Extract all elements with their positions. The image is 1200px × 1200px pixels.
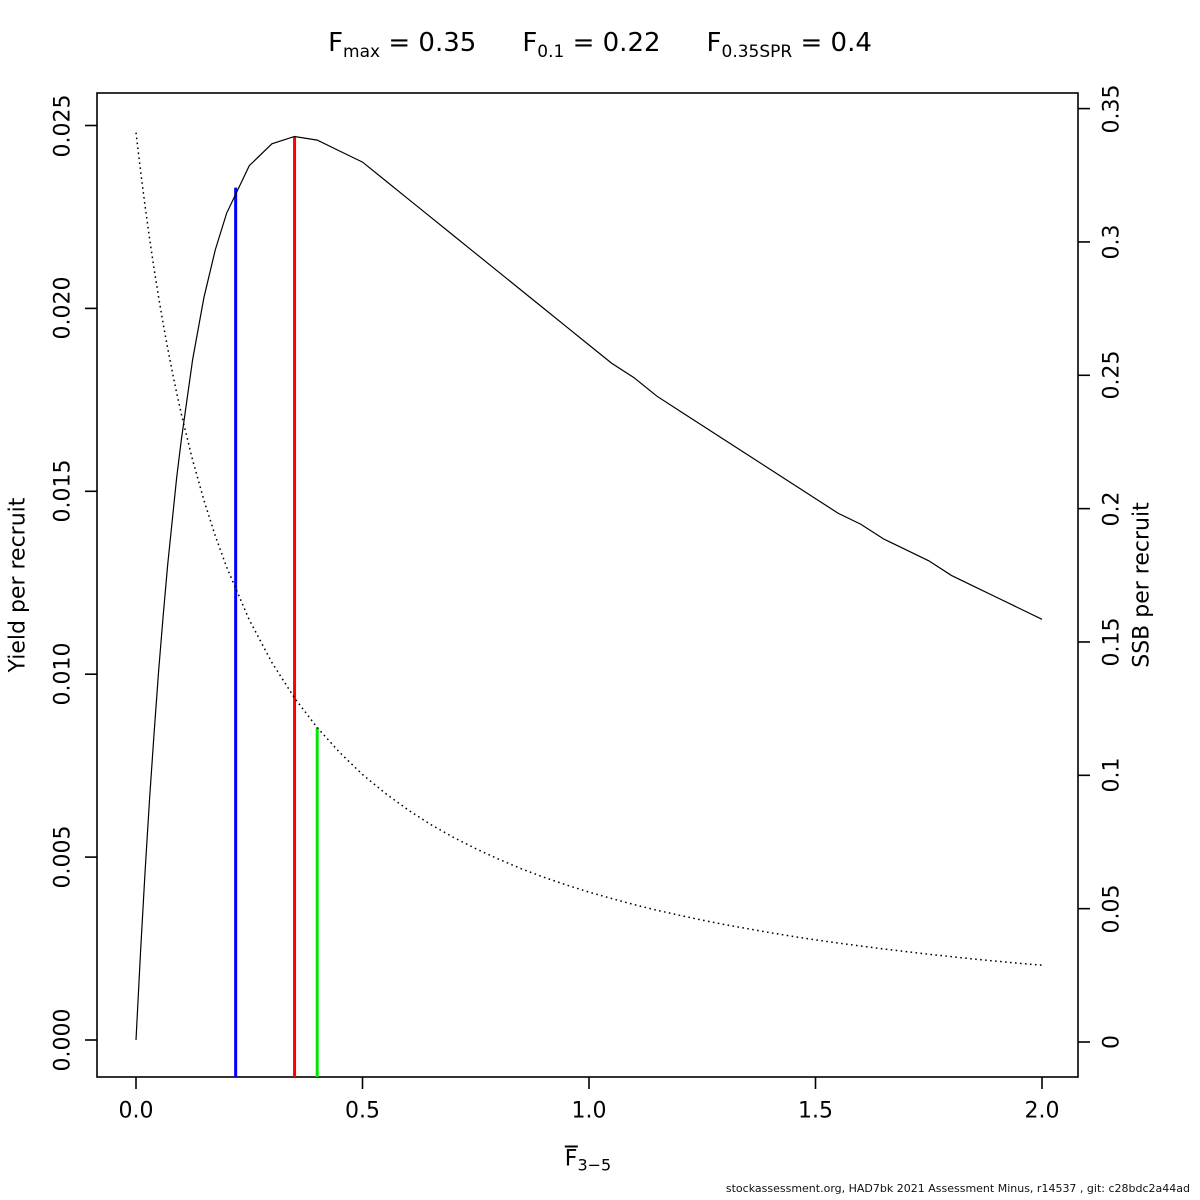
x-axis-tick-label-2.0: 2.0 [1024,1098,1060,1124]
footer-credit: stockassessment.org, HAD7bk 2021 Assessm… [725,1182,1190,1195]
y-left-tick-label-0.010: 0.010 [50,642,76,706]
y-left-tick-label-0.005: 0.005 [50,825,76,889]
y-left-tick-label-0.025: 0.025 [50,94,76,157]
plot-title: Fmax = 0.35 F0.1 = 0.22 F0.35SPR = 0.4 [0,28,1200,62]
y-right-tick-label-0.2: 0.2 [1099,491,1125,527]
title-item-f035spr: F0.35SPR = 0.4 [707,28,872,62]
y-right-tick-label-0.25: 0.25 [1099,350,1125,400]
y-axis-label-right: SSB per recruit [1129,502,1155,668]
title-item-fmax: Fmax = 0.35 [328,28,476,62]
y-right-tick-label-0: 0 [1099,1035,1125,1049]
y-right-tick-label-0.1: 0.1 [1099,757,1125,793]
x-axis-label-fbar: F [564,1145,578,1172]
f035spr-base: F [706,28,722,58]
f01-base: F [522,28,538,58]
x-axis-label: F3−5 [564,1145,612,1175]
x-axis-tick-label-1.5: 1.5 [798,1098,833,1124]
y-axis-label-left: Yield per recruit [5,497,31,673]
y-left-tick-label-0.015: 0.015 [50,459,76,523]
fmax-value: = 0.35 [380,28,477,58]
x-axis-tick-label-0.0: 0.0 [118,1098,154,1124]
y-right-tick-label-0.05: 0.05 [1099,884,1125,934]
f035spr-value: = 0.4 [792,28,872,58]
x-axis-label-sub: 3−5 [577,1155,612,1175]
ssb-per-recruit-curve [135,132,1043,966]
f01-sub: 0.1 [537,42,565,62]
y-right-tick-label-0.35: 0.35 [1099,84,1125,134]
f035spr-sub: 0.35SPR [721,42,793,62]
x-axis-tick-label-0.5: 0.5 [345,1098,380,1124]
fmax-base: F [328,28,344,58]
plot-box [96,92,1079,1078]
y-right-tick-label-0.3: 0.3 [1099,224,1125,260]
y-left-tick-label-0.000: 0.000 [50,1008,76,1072]
title-item-f01: F0.1 = 0.22 [522,28,660,62]
yield-per-recruit-curve [135,135,1043,1041]
y-right-tick-label-0.15: 0.15 [1099,617,1125,667]
y-left-tick-label-0.020: 0.020 [50,276,76,340]
x-axis-tick-label-1.0: 1.0 [571,1098,607,1124]
fmax-sub: max [343,42,381,62]
f01-value: = 0.22 [564,28,661,58]
